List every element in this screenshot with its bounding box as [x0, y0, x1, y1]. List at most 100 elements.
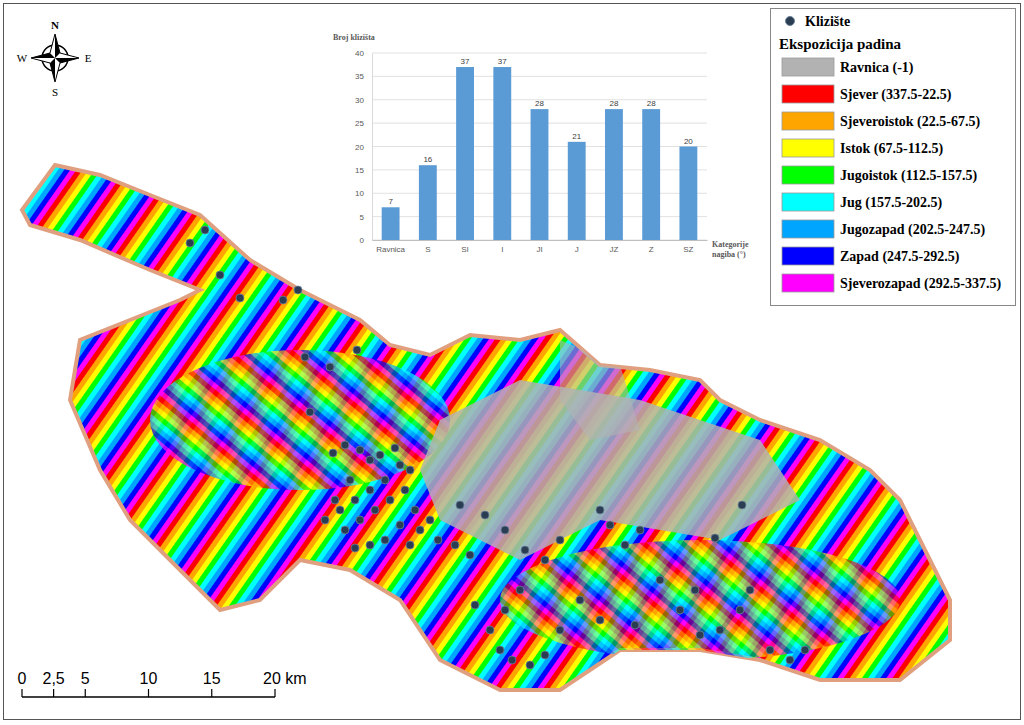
legend-label: Sjeverozapad (292.5-337.5) — [840, 276, 1001, 292]
landslide-point — [526, 661, 534, 669]
tick: 10 — [355, 189, 372, 198]
tick: 25 — [355, 119, 372, 128]
landslide-point — [341, 441, 349, 449]
scale-bar-label: 2,5 — [43, 670, 65, 687]
tick-label: SZ — [683, 245, 693, 254]
landslide-point — [606, 521, 614, 529]
scale-bar-tick — [21, 689, 22, 697]
landslide-point — [306, 408, 314, 416]
landslide-point — [331, 496, 339, 504]
bar — [642, 109, 660, 240]
landslide-point — [321, 516, 329, 524]
bar — [605, 109, 623, 240]
landslide-point — [381, 536, 389, 544]
tick: 20 — [355, 143, 372, 152]
bar — [456, 67, 474, 240]
tick: 5 — [360, 213, 372, 222]
landslide-point — [766, 646, 774, 654]
landslide-point — [416, 526, 424, 534]
compass: NSWE — [17, 19, 92, 98]
scale-bar-label: 10 — [140, 670, 158, 687]
landslide-point — [496, 646, 504, 654]
tick-label: 25 — [355, 119, 364, 128]
tick-label: JZ — [609, 245, 618, 254]
map-texture — [150, 350, 450, 490]
landslide-point — [326, 363, 334, 371]
data-label: 16 — [423, 155, 432, 164]
legend-swatch — [782, 220, 834, 238]
legend-box — [771, 9, 1016, 306]
landslide-point — [356, 446, 364, 454]
landslide-point — [351, 544, 359, 552]
tick-label: 0 — [360, 236, 365, 245]
landslide-point — [746, 586, 754, 594]
tick: SI — [461, 240, 469, 254]
landslide-point — [186, 239, 194, 247]
x-axis: RavnicaSSIIJIJJZZSZ — [373, 240, 708, 254]
landslide-point — [636, 526, 644, 534]
data-label: 20 — [684, 137, 693, 146]
landslide-point — [576, 596, 584, 604]
map-texture — [500, 540, 900, 660]
landslide-point — [508, 656, 516, 664]
legend-label: Istok (67.5-112.5) — [840, 141, 943, 157]
landslide-point — [336, 506, 344, 514]
landslide-point — [481, 511, 489, 519]
landslide-point — [656, 576, 664, 584]
landslide-point — [351, 496, 359, 504]
landslide-point — [236, 294, 244, 302]
legend-swatch — [782, 193, 834, 211]
landslide-point — [279, 296, 287, 304]
bar — [531, 109, 549, 240]
legend-swatch — [782, 166, 834, 184]
tick: 35 — [355, 72, 372, 81]
scale-bar: 02,55101520 km — [18, 670, 307, 697]
compass-label: W — [17, 52, 28, 64]
data-label: 21 — [572, 132, 581, 141]
tick-label: 10 — [355, 189, 364, 198]
legend-swatch — [782, 112, 834, 130]
scale-bar-label: 0 — [18, 670, 27, 687]
data-label: 28 — [647, 99, 656, 108]
landslide-point — [736, 606, 744, 614]
landslide-point — [366, 541, 374, 549]
landslide-point — [456, 501, 464, 509]
tick: Ravnica — [376, 240, 405, 254]
legend-swatch — [782, 274, 834, 292]
legend-label: Klizište — [805, 14, 850, 29]
landslide-point — [366, 456, 374, 464]
data-label: 37 — [498, 57, 507, 66]
landslide-point — [556, 536, 564, 544]
legend-label: Sjever (337.5-22.5) — [840, 87, 952, 103]
landslide-point — [501, 526, 509, 534]
legend-label: Jugozapad (202.5-247.5) — [840, 222, 985, 238]
legend-swatch — [782, 85, 834, 103]
axis-line — [373, 240, 708, 241]
landslide-point — [356, 516, 364, 524]
tick: SZ — [683, 240, 693, 254]
bar-chart: 0510152025303540RavnicaSSIIJIJJZZSZ71637… — [322, 25, 764, 263]
compass-star-fill — [31, 34, 79, 82]
figure: NSWE02,55101520 kmKlizišteEkspozicija pa… — [0, 0, 1024, 725]
landslide-point — [501, 606, 509, 614]
legend-swatch — [782, 247, 834, 265]
landslide-point — [301, 353, 309, 361]
bar — [419, 165, 437, 240]
legend-label: Ravnica (-1) — [840, 60, 914, 76]
scale-bar-label: 5 — [81, 670, 90, 687]
data-label: 37 — [461, 57, 470, 66]
tick-label: Z — [649, 245, 654, 254]
legend: KlizišteEkspozicija padinaRavnica (-1)Sj… — [771, 9, 1016, 306]
landslide-point — [676, 606, 684, 614]
compass-label: S — [52, 86, 58, 98]
tick-label: 5 — [360, 213, 365, 222]
y-axis: 0510152025303540 — [355, 49, 372, 245]
bar — [679, 147, 697, 241]
landslide-point — [201, 226, 209, 234]
scale-bar-tick — [148, 689, 149, 697]
landslide-point — [596, 506, 604, 514]
legend-label: Jugoistok (112.5-157.5) — [840, 168, 978, 184]
landslide-point — [521, 546, 529, 554]
landslide-point — [466, 551, 474, 559]
landslide-point — [371, 506, 379, 514]
